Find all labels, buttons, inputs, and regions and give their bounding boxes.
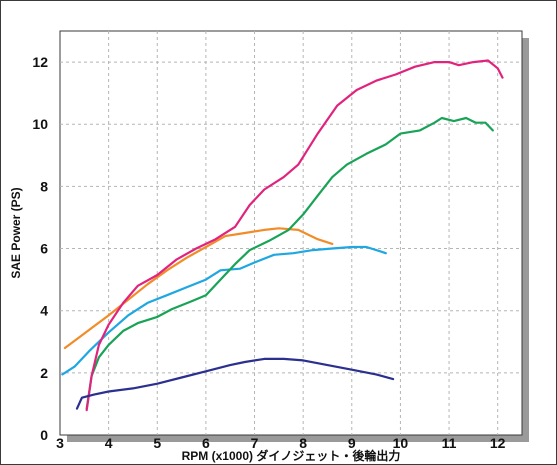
x-tick-labels: 3 4 5 6 7 8 9 10 11 12 <box>56 435 506 451</box>
x-tick-label: 7 <box>251 435 259 451</box>
x-tick-label: 8 <box>299 435 307 451</box>
series-line-green <box>85 116 494 410</box>
series-line-navy <box>75 357 395 410</box>
x-axis-title: RPM (x1000) ダイノジェット・後輪出力 <box>182 448 401 463</box>
y-tick-label: 2 <box>40 365 48 381</box>
y-tick-label: 6 <box>40 241 48 257</box>
y-tick-label: 8 <box>40 178 48 194</box>
x-tick-label: 12 <box>490 435 506 451</box>
y-axis-title: SAE Power (PS) <box>9 187 23 278</box>
x-tick-label: 3 <box>56 435 64 451</box>
grid-lines <box>60 31 522 435</box>
x-tick-label: 4 <box>105 435 113 451</box>
y-tick-label: 4 <box>40 303 48 319</box>
y-tick-label: 12 <box>32 54 48 70</box>
x-tick-label: 11 <box>442 435 457 451</box>
x-tick-label: 9 <box>348 435 356 451</box>
data-series <box>61 59 504 412</box>
x-tick-label: 10 <box>393 435 409 451</box>
y-tick-label: 0 <box>40 427 48 443</box>
y-tick-labels: 0 2 4 6 8 10 12 <box>32 54 48 443</box>
plot-area <box>59 30 523 436</box>
x-tick-label: 5 <box>153 435 161 451</box>
x-tick-label: 6 <box>202 435 210 451</box>
y-tick-label: 10 <box>32 116 48 132</box>
series-line-magenta <box>85 59 504 412</box>
